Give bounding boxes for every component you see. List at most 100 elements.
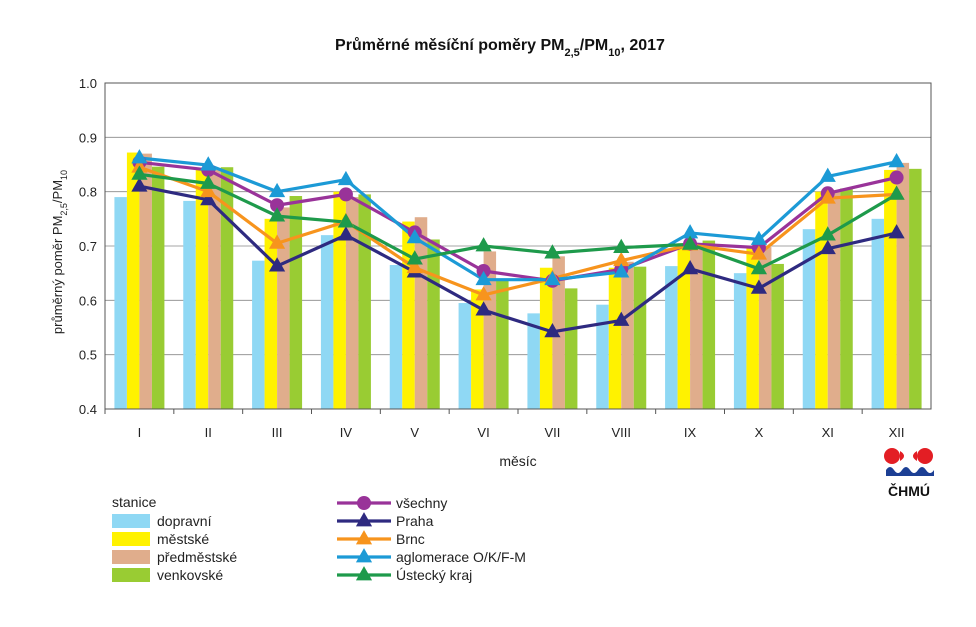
logo-text: ČHMÚ (888, 482, 930, 499)
line-series-3 (138, 165, 897, 297)
point-marker (819, 189, 836, 204)
point-marker (888, 185, 905, 200)
legend-swatch (112, 568, 150, 582)
point-marker (200, 190, 217, 206)
legend-label: Ústecký kraj (396, 567, 472, 583)
bar-1 (871, 218, 885, 409)
bar-4 (151, 166, 165, 409)
bar-4 (220, 167, 234, 409)
bar-4 (564, 288, 578, 409)
x-tick-label: IV (340, 425, 353, 440)
bar-3 (483, 251, 497, 409)
bar-1 (389, 265, 403, 409)
bar-3 (139, 153, 152, 409)
bar-2 (402, 221, 415, 409)
x-tick-label: IX (684, 425, 697, 440)
bar-1 (665, 266, 678, 409)
x-tick-label: XI (822, 425, 834, 440)
point-marker (475, 301, 492, 316)
point-marker (475, 237, 492, 252)
legend-label: předměstské (157, 549, 237, 565)
bar-4 (496, 280, 509, 409)
y-axis-label: průměrný poměr PM2,5/PM10 (50, 170, 69, 334)
point-marker (200, 156, 217, 171)
point-marker (355, 566, 373, 581)
bar-4 (289, 196, 303, 409)
bar-4 (427, 239, 440, 409)
legend-label: Praha (396, 513, 434, 529)
y-tick-label: 0.5 (79, 348, 97, 363)
bar-2 (608, 267, 622, 409)
bar-1 (320, 235, 334, 409)
y-tick-label: 0.8 (79, 185, 97, 200)
x-tick-label: V (410, 425, 419, 440)
bar-4 (633, 266, 647, 409)
point-marker (819, 239, 836, 255)
legend-swatch (112, 514, 150, 528)
legend-label: venkovské (157, 567, 223, 583)
x-tick-label: VIII (611, 425, 631, 440)
chmu-logo: ČHMÚ (884, 448, 934, 499)
y-tick-label: 0.7 (79, 239, 97, 254)
logo-waves (886, 467, 934, 476)
line-series-5 (139, 172, 898, 271)
legend-label: městské (157, 531, 209, 547)
point-marker (270, 198, 285, 213)
point-marker (613, 251, 630, 267)
logo-circle-right (917, 448, 933, 464)
y-tick-label: 0.9 (79, 130, 97, 145)
bar-3 (827, 191, 841, 409)
bar-1 (114, 197, 127, 409)
x-tick-label: III (272, 425, 283, 440)
bar-3 (277, 207, 290, 409)
bar-3 (208, 169, 221, 409)
bar-4 (358, 194, 371, 409)
y-tick-label: 1.0 (79, 76, 97, 91)
legend-swatch (112, 532, 150, 546)
point-marker (337, 226, 355, 241)
point-marker (819, 226, 836, 241)
point-marker (613, 311, 630, 326)
point-marker (406, 229, 423, 244)
bar-4 (702, 240, 716, 409)
bar-1 (733, 273, 747, 409)
point-marker (337, 213, 355, 228)
x-tick-label: XII (889, 425, 905, 440)
bar-1 (596, 304, 609, 409)
line-series-4 (139, 156, 897, 282)
bar-1 (802, 229, 816, 409)
legend-label: dopravní (157, 513, 212, 529)
point-marker (613, 263, 630, 278)
point-marker (681, 259, 699, 275)
chart-title: Průměrné měsíční poměry PM2,5/PM10, 2017 (335, 37, 665, 59)
point-marker (406, 258, 423, 274)
bar-2 (471, 289, 484, 409)
point-marker (268, 234, 286, 249)
x-axis-label: měsíc (499, 453, 536, 469)
bar-1 (458, 303, 472, 409)
bar-3 (896, 162, 910, 409)
legend-label: aglomerace O/K/F-M (396, 549, 526, 565)
bar-2 (539, 267, 553, 409)
bar-2 (884, 169, 897, 409)
bar-4 (771, 263, 784, 409)
point-marker (355, 530, 373, 545)
x-tick-label: X (755, 425, 764, 440)
point-marker (406, 250, 423, 265)
legend-label: všechny (396, 495, 447, 511)
point-marker (355, 548, 373, 563)
bar-legend: stanice dopravní městské předměstské venkov… (112, 494, 237, 583)
bar-2 (333, 191, 346, 409)
legend-swatch (112, 550, 150, 564)
bar-legend-title: stanice (112, 494, 157, 510)
point-marker (200, 182, 217, 198)
point-marker (888, 152, 905, 168)
point-marker (337, 170, 355, 186)
point-marker (750, 279, 768, 294)
point-marker (544, 270, 561, 286)
point-marker (819, 167, 836, 182)
bar-2 (815, 191, 828, 409)
point-marker (131, 177, 148, 192)
bar-2 (126, 152, 140, 409)
y-ticks: 0.4 0.5 0.6 0.7 0.8 0.9 1.0 (79, 76, 97, 417)
